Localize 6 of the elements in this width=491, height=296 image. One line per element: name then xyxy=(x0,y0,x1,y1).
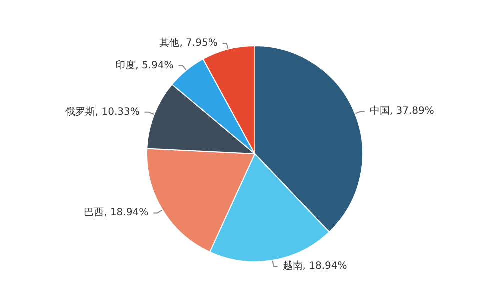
slice-label: 中国, 37.89% xyxy=(370,105,434,118)
slice-label: 越南, 18.94% xyxy=(282,260,348,272)
slice-label: 其他, 7.95% xyxy=(160,37,218,50)
slice-label: 巴西, 18.94% xyxy=(84,208,149,219)
slice-label: 印度, 5.94% xyxy=(116,59,174,72)
slice-label: 俄罗斯, 10.33% xyxy=(65,106,140,118)
